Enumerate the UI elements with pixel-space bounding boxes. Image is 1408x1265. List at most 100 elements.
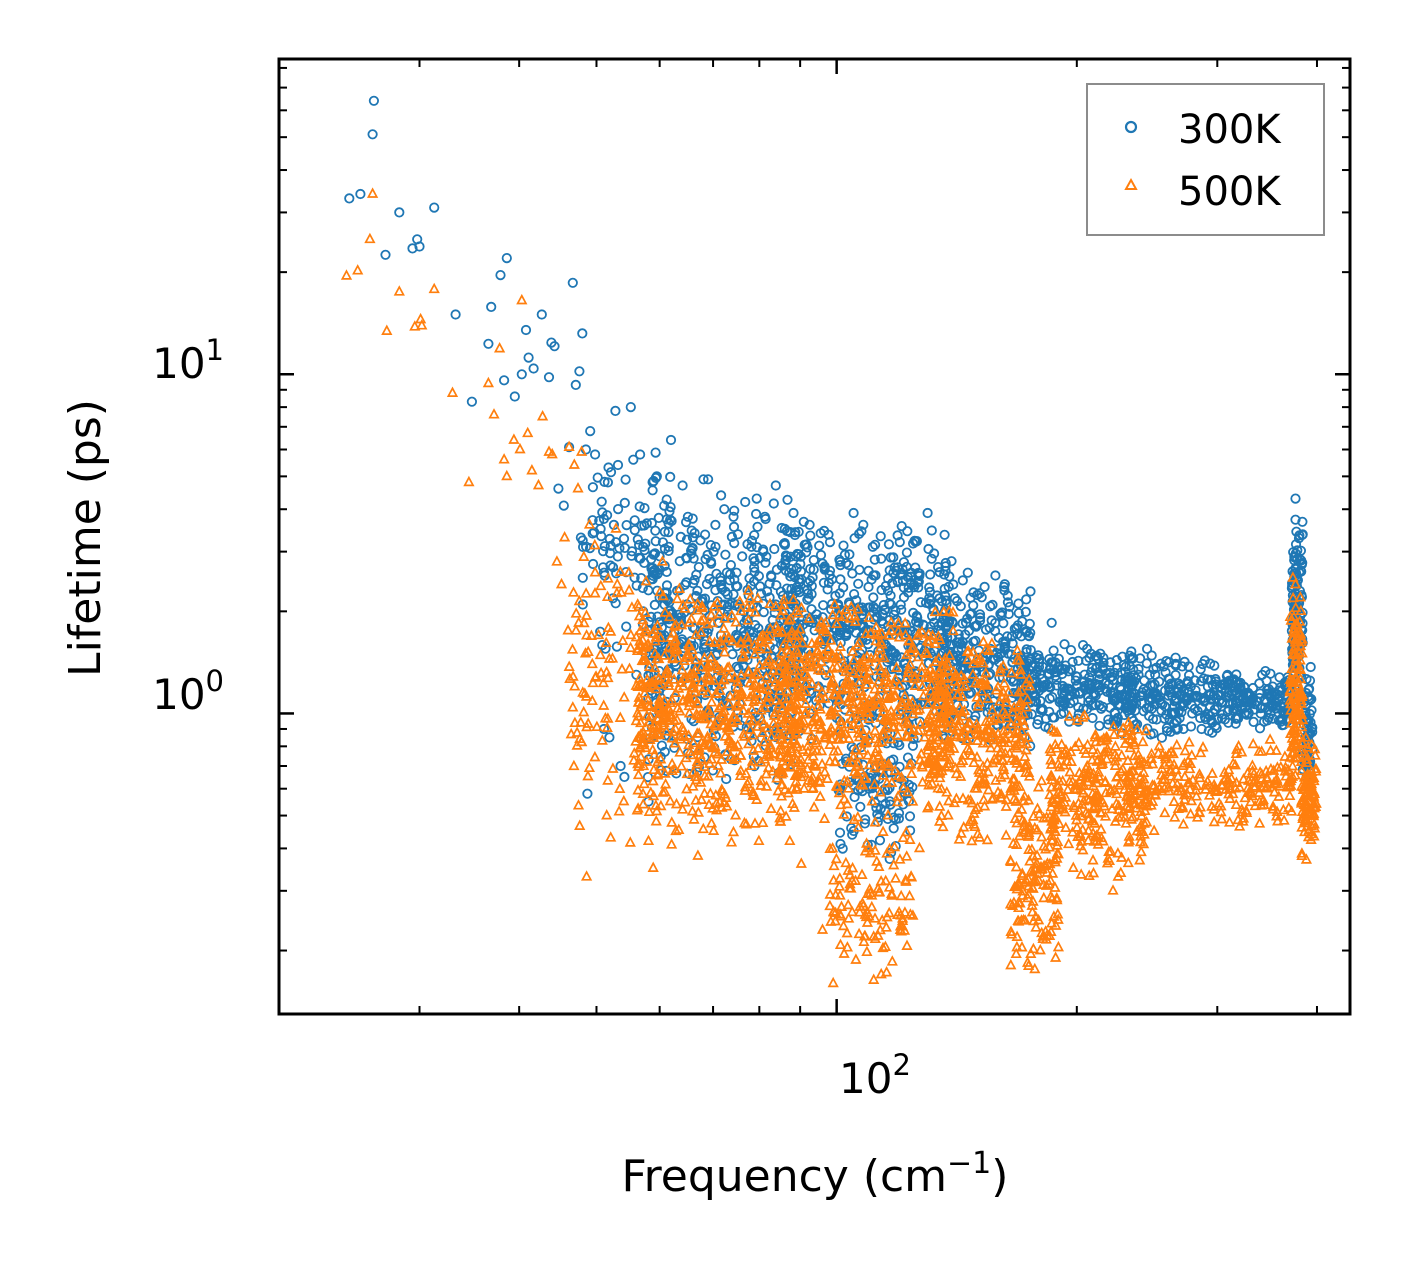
point-500k-53 — [598, 699, 610, 710]
point-500k-1312 — [848, 813, 860, 825]
point-300k-1977 — [1147, 713, 1159, 725]
point-300k-547 — [649, 599, 660, 611]
point-500k-34 — [613, 805, 625, 816]
point-500k-1557 — [999, 732, 1011, 744]
point-500k-2375 — [1179, 744, 1191, 756]
point-500k-817 — [777, 639, 790, 650]
point-300k-1782 — [1093, 667, 1104, 678]
point-500k-1199 — [904, 699, 917, 710]
point-500k-1353 — [844, 877, 856, 889]
point-500k-1302 — [889, 872, 902, 883]
point-500k-559 — [667, 652, 679, 664]
point-300k-1510 — [957, 637, 968, 648]
point-300k-820 — [876, 553, 887, 564]
point-500k-647 — [761, 633, 774, 644]
point-300k-537 — [661, 514, 672, 525]
point-300k-1080 — [879, 604, 890, 615]
point-500k-947 — [882, 760, 894, 771]
point-300k-612 — [664, 608, 675, 620]
point-500k-1040 — [892, 729, 904, 740]
point-300k-415 — [675, 531, 686, 543]
point-500k-1869 — [1006, 899, 1019, 910]
point-500k-82 — [618, 691, 630, 702]
point-300k-78 — [626, 546, 638, 557]
point-300k-1972 — [1122, 705, 1133, 716]
point-300k-917 — [946, 556, 957, 567]
point-300k-3 — [650, 536, 661, 547]
point-500k-2474 — [1294, 717, 1306, 729]
point-500k-1391 — [854, 906, 866, 917]
point-500k-1690 — [990, 684, 1002, 695]
point-500k-2368 — [1156, 784, 1168, 796]
point-500k-1060 — [835, 798, 847, 810]
point-300k-835 — [791, 585, 802, 597]
point-500k-557 — [657, 589, 669, 601]
point-500k-843 — [874, 786, 887, 797]
point-500k-2350 — [1200, 779, 1212, 790]
point-500k-1194 — [816, 758, 828, 769]
point-300k-2135 — [1276, 685, 1287, 696]
point-500k-593 — [671, 592, 683, 604]
point-300k-2443 — [1242, 687, 1253, 699]
point-500k-1177 — [906, 642, 918, 654]
point-500k-1547 — [932, 688, 945, 700]
point-500k-1242 — [815, 615, 827, 627]
point-500k-304 — [647, 743, 659, 755]
point-500k-2347 — [1280, 770, 1292, 781]
point-500k-1585 — [972, 700, 984, 711]
point-500k-1380 — [852, 821, 864, 832]
point-500k-1917 — [1082, 824, 1095, 835]
point-500k-1230 — [833, 786, 845, 798]
point-500k-2340 — [1239, 791, 1251, 803]
point-500k-1729 — [1017, 714, 1029, 725]
point-500k-1330 — [849, 874, 862, 885]
point-300k-1945 — [1146, 650, 1157, 661]
point-500k-1191 — [883, 629, 895, 640]
point-500k-2152 — [1082, 834, 1094, 845]
point-500k-706 — [634, 742, 646, 753]
point-500k-352 — [723, 670, 735, 681]
point-500k-1701 — [925, 768, 938, 779]
point-500k-88 — [643, 660, 656, 672]
point-300k-1788 — [1055, 664, 1066, 676]
point-500k-2304 — [1139, 793, 1151, 804]
point-500k-1089 — [904, 658, 916, 669]
point-300k-1752 — [1109, 687, 1120, 699]
point-500k-2005 — [1081, 738, 1094, 750]
point-500k-335 — [785, 612, 797, 624]
point-500k-1838 — [1025, 864, 1037, 876]
point-300k-2404 — [795, 551, 807, 562]
point-500k-2499 — [1294, 687, 1307, 698]
point-300k-2374 — [619, 771, 630, 783]
point-500k-1667 — [949, 675, 961, 686]
point-300k-2246 — [1294, 530, 1305, 541]
point-500k-2369 — [1227, 757, 1239, 768]
point-500k-2132 — [1138, 817, 1150, 828]
point-300k-2378 — [634, 449, 646, 460]
point-500k-714 — [742, 666, 755, 677]
point-500k-1755 — [1007, 837, 1019, 848]
point-500k-432 — [697, 822, 709, 834]
point-500k-1249 — [873, 698, 886, 709]
point-500k-1102 — [916, 680, 929, 691]
point-300k-1422 — [999, 579, 1010, 590]
point-500k-2066 — [1109, 755, 1121, 766]
point-500k-1271 — [798, 767, 811, 778]
point-300k-1847 — [1142, 723, 1153, 734]
point-500k-444 — [643, 805, 655, 817]
point-500k-2020 — [1131, 723, 1144, 734]
point-500k-1378 — [846, 905, 858, 917]
point-300k-2323 — [1303, 716, 1314, 727]
point-500k-2160 — [1083, 869, 1095, 880]
point-300k-1962 — [1133, 663, 1144, 675]
point-500k-1286 — [858, 736, 870, 748]
point-500k-1797 — [1033, 807, 1045, 819]
point-500k-865 — [877, 769, 889, 780]
point-500k-81 — [589, 750, 601, 762]
point-500k-2138 — [1066, 826, 1079, 837]
point-500k-901 — [913, 703, 926, 714]
point-500k-464 — [760, 780, 773, 791]
point-500k-29 — [602, 572, 614, 583]
point-500k-1716 — [972, 763, 985, 775]
point-500k-1682 — [999, 747, 1011, 758]
